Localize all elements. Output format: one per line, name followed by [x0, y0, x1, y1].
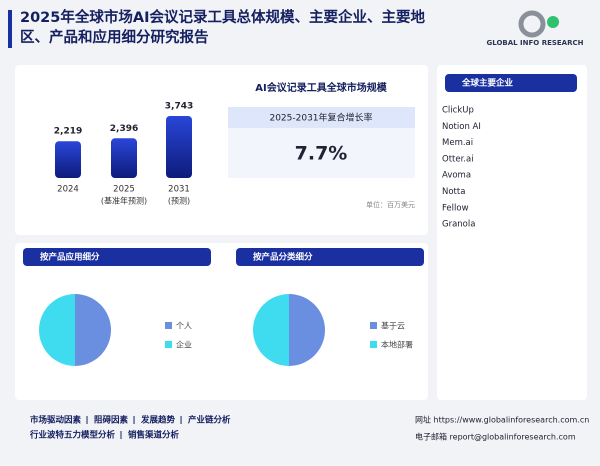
company: ClickUp [442, 106, 474, 116]
value-label: 2,219 [54, 127, 82, 137]
legend-swatch [370, 341, 377, 348]
bar [55, 141, 81, 178]
contact: 网址 https://www.globalinforesearch.com.cn [415, 415, 589, 425]
seg-title: 按产品应用细分 [40, 252, 100, 263]
logo-mark [518, 10, 546, 38]
companies-card [437, 65, 587, 400]
title: 2025年全球市场AI会议记录工具总体规模、主要企业、主要地 [20, 8, 425, 26]
company: Notion AI [442, 122, 481, 132]
footer-link: 发展趋势 [140, 415, 176, 426]
segment-card [15, 243, 428, 400]
pie-slice [253, 294, 289, 366]
footer-link: 产业链分析 [188, 415, 231, 426]
footer-link: 行业波特五力模型分析 [29, 430, 116, 441]
cagr-value-box [228, 128, 415, 178]
company: Granola [442, 220, 475, 230]
company: Mem.ai [442, 138, 473, 148]
unit: 单位：百万美元 [366, 200, 415, 209]
category-label: 2024 [57, 185, 79, 195]
seg-header [236, 248, 424, 266]
contact: 电子邮箱 report@globalinforesearch.com [415, 432, 576, 442]
pie-slice [75, 294, 111, 366]
bar [166, 116, 192, 178]
company: Notta [442, 187, 465, 197]
legend-label: 个人 [176, 322, 192, 331]
category-note: (基准年预测) [101, 196, 147, 206]
legend-swatch [165, 322, 172, 329]
legend-swatch [370, 322, 377, 329]
category-note: (预测) [168, 196, 190, 206]
value-label: 3,743 [165, 102, 193, 112]
bar [111, 138, 137, 178]
logo: GLOBAL INFO RESEARCH [487, 39, 584, 47]
companies-title: 全球主要企业 [461, 78, 514, 89]
pie-slice [39, 294, 75, 366]
footer-link: 阻碍因素 [94, 415, 129, 426]
logo-mark [547, 16, 559, 28]
accent-bar [8, 10, 12, 48]
category-label: 2031 [168, 185, 190, 195]
category-label: 2025 [113, 185, 135, 195]
cagr-box [228, 107, 415, 128]
value-label: 2,396 [110, 124, 138, 134]
title: 区、产品和应用细分研究报告 [20, 28, 209, 46]
legend-label: 基于云 [381, 321, 405, 331]
companies-header [445, 74, 577, 92]
legend-label: 企业 [176, 340, 192, 350]
company: Otter.ai [442, 154, 474, 164]
cagr-value: 7.7% [295, 143, 348, 165]
footer-link: 市场驱动因素 [30, 415, 82, 426]
footer-link: 销售渠道分析 [128, 430, 180, 441]
seg-header [23, 248, 211, 266]
seg-title: 按产品分类细分 [253, 252, 313, 263]
cagr-label: 2025-2031年复合增长率 [269, 112, 372, 124]
company: Avoma [442, 171, 471, 181]
pie-slice [289, 294, 325, 366]
company: Fellow [442, 203, 469, 213]
legend-label: 本地部署 [381, 340, 413, 350]
market-title: AI会议记录工具全球市场规模 [255, 81, 387, 94]
legend-swatch [165, 341, 172, 348]
